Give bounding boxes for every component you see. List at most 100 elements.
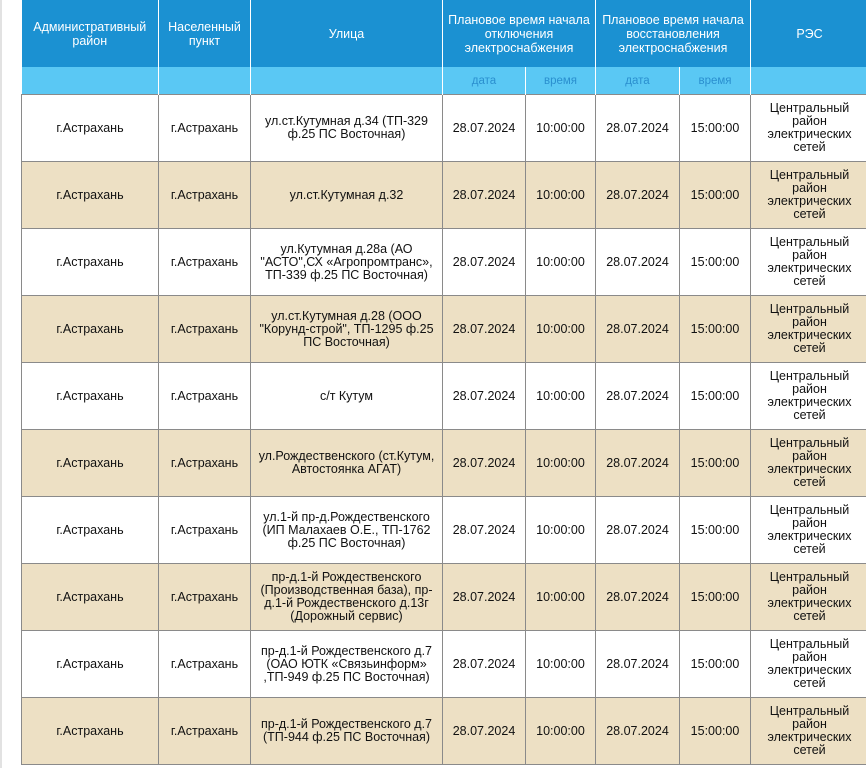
cell-off-time: 10:00:00 — [525, 429, 596, 497]
cell-res: Центральный район электрических сетей — [750, 496, 866, 564]
table-row: г.Астрахань г.Астрахань ул.1-й пр-д.Рожд… — [21, 496, 866, 564]
page-left-divider — [0, 0, 2, 768]
cell-off-date: 28.07.2024 — [442, 161, 526, 229]
cell-district: г.Астрахань — [21, 161, 159, 229]
outage-schedule-table: Административный район Населенный пункт … — [21, 0, 866, 765]
cell-off-date: 28.07.2024 — [442, 697, 526, 765]
cell-on-time: 15:00:00 — [678, 362, 752, 430]
cell-settlement: г.Астрахань — [158, 697, 251, 765]
subheader-empty — [250, 67, 443, 95]
cell-street: ул.Кутумная д.28а (АО "АСТО",СХ «Агропро… — [250, 228, 443, 296]
cell-settlement: г.Астрахань — [158, 429, 251, 497]
cell-street: пр-д.1-й Рождественского д.7 (ТП-944 ф.2… — [250, 697, 443, 765]
cell-res: Центральный район электрических сетей — [750, 563, 866, 631]
cell-on-date: 28.07.2024 — [595, 630, 680, 698]
table-row: г.Астрахань г.Астрахань ул.ст.Кутумная д… — [21, 295, 866, 363]
table-row: г.Астрахань г.Астрахань пр-д.1-й Рождест… — [21, 563, 866, 631]
cell-on-date: 28.07.2024 — [595, 496, 680, 564]
header-outage-start: Плановое время начала отключения электро… — [442, 0, 596, 67]
cell-district: г.Астрахань — [21, 496, 159, 564]
cell-street: с/т Кутум — [250, 362, 443, 430]
cell-on-date: 28.07.2024 — [595, 94, 680, 162]
cell-settlement: г.Астрахань — [158, 362, 251, 430]
cell-off-time: 10:00:00 — [525, 161, 596, 229]
cell-on-time: 15:00:00 — [678, 228, 752, 296]
header-street: Улица — [250, 0, 443, 67]
cell-off-date: 28.07.2024 — [442, 295, 526, 363]
table-row: г.Астрахань г.Астрахань ул.Кутумная д.28… — [21, 228, 866, 296]
subheader-row: дата время дата время — [21, 67, 866, 95]
cell-settlement: г.Астрахань — [158, 161, 251, 229]
cell-off-date: 28.07.2024 — [442, 429, 526, 497]
cell-district: г.Астрахань — [21, 630, 159, 698]
cell-off-time: 10:00:00 — [525, 362, 596, 430]
subheader-restore-date: дата — [595, 67, 680, 95]
cell-street: ул.ст.Кутумная д.32 — [250, 161, 443, 229]
cell-district: г.Астрахань — [21, 295, 159, 363]
header-restore-start: Плановое время начала восстановления эле… — [595, 0, 752, 67]
header-row: Административный район Населенный пункт … — [21, 0, 866, 67]
cell-settlement: г.Астрахань — [158, 630, 251, 698]
cell-street: ул.Рождественского (ст.Кутум, Автостоянк… — [250, 429, 443, 497]
table-row: г.Астрахань г.Астрахань ул.Рождественско… — [21, 429, 866, 497]
cell-res: Центральный район электрических сетей — [750, 94, 866, 162]
cell-res: Центральный район электрических сетей — [750, 630, 866, 698]
cell-district: г.Астрахань — [21, 228, 159, 296]
cell-off-time: 10:00:00 — [525, 496, 596, 564]
subheader-empty — [21, 67, 159, 95]
cell-res: Центральный район электрических сетей — [750, 161, 866, 229]
cell-settlement: г.Астрахань — [158, 295, 251, 363]
cell-on-date: 28.07.2024 — [595, 697, 680, 765]
cell-res: Центральный район электрических сетей — [750, 429, 866, 497]
cell-res: Центральный район электрических сетей — [750, 228, 866, 296]
cell-settlement: г.Астрахань — [158, 496, 251, 564]
cell-off-date: 28.07.2024 — [442, 362, 526, 430]
cell-street: ул.ст.Кутумная д.28 (ООО "Корунд-строй",… — [250, 295, 443, 363]
cell-off-time: 10:00:00 — [525, 563, 596, 631]
cell-on-date: 28.07.2024 — [595, 228, 680, 296]
cell-on-time: 15:00:00 — [678, 697, 752, 765]
cell-street: пр-д.1-й Рождественского (Производственн… — [250, 563, 443, 631]
cell-res: Центральный район электрических сетей — [750, 295, 866, 363]
cell-off-date: 28.07.2024 — [442, 228, 526, 296]
cell-on-date: 28.07.2024 — [595, 429, 680, 497]
cell-on-time: 15:00:00 — [678, 630, 752, 698]
cell-district: г.Астрахань — [21, 429, 159, 497]
cell-off-time: 10:00:00 — [525, 94, 596, 162]
table-header: Административный район Населенный пункт … — [21, 0, 866, 95]
table-row: г.Астрахань г.Астрахань пр-д.1-й Рождест… — [21, 697, 866, 765]
cell-on-date: 28.07.2024 — [595, 563, 680, 631]
cell-street: ул.1-й пр-д.Рождественского (ИП Малахаев… — [250, 496, 443, 564]
subheader-empty — [158, 67, 251, 95]
subheader-outage-time: время — [525, 67, 596, 95]
table-body: г.Астрахань г.Астрахань ул.ст.Кутумная д… — [21, 94, 866, 765]
header-admin-district: Административный район — [21, 0, 159, 67]
cell-settlement: г.Астрахань — [158, 94, 251, 162]
cell-on-date: 28.07.2024 — [595, 295, 680, 363]
cell-off-time: 10:00:00 — [525, 295, 596, 363]
cell-on-time: 15:00:00 — [678, 94, 752, 162]
cell-off-time: 10:00:00 — [525, 697, 596, 765]
cell-settlement: г.Астрахань — [158, 228, 251, 296]
header-settlement: Населенный пункт — [158, 0, 251, 67]
cell-off-date: 28.07.2024 — [442, 496, 526, 564]
table-row: г.Астрахань г.Астрахань ул.ст.Кутумная д… — [21, 161, 866, 229]
cell-off-time: 10:00:00 — [525, 228, 596, 296]
cell-district: г.Астрахань — [21, 697, 159, 765]
header-res: РЭС — [750, 0, 866, 67]
cell-street: пр-д.1-й Рождественского д.7 (ОАО ЮТК «С… — [250, 630, 443, 698]
table-row: г.Астрахань г.Астрахань пр-д.1-й Рождест… — [21, 630, 866, 698]
cell-res: Центральный район электрических сетей — [750, 362, 866, 430]
cell-district: г.Астрахань — [21, 563, 159, 631]
subheader-empty — [750, 67, 866, 95]
cell-district: г.Астрахань — [21, 362, 159, 430]
table-row: г.Астрахань г.Астрахань с/т Кутум 28.07.… — [21, 362, 866, 430]
subheader-restore-time: время — [679, 67, 752, 95]
cell-on-time: 15:00:00 — [678, 429, 752, 497]
cell-on-date: 28.07.2024 — [595, 161, 680, 229]
cell-on-time: 15:00:00 — [678, 161, 752, 229]
cell-off-time: 10:00:00 — [525, 630, 596, 698]
table-row: г.Астрахань г.Астрахань ул.ст.Кутумная д… — [21, 94, 866, 162]
cell-res: Центральный район электрических сетей — [750, 697, 866, 765]
cell-off-date: 28.07.2024 — [442, 630, 526, 698]
